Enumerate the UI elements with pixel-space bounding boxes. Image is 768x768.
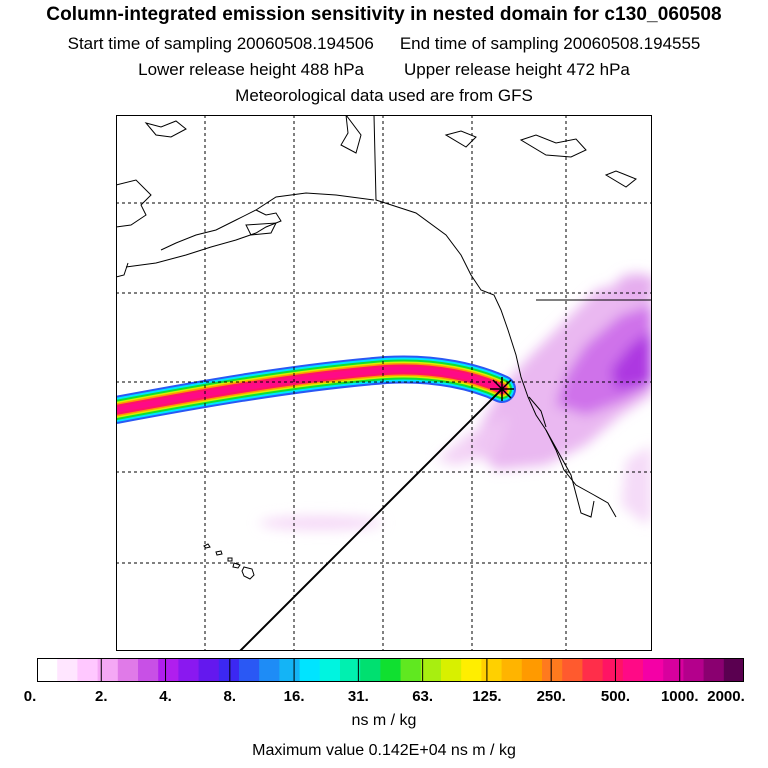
colorbar-swatch [198, 658, 220, 682]
colorbar [37, 658, 744, 682]
colorbar-swatch [218, 658, 240, 682]
colorbar-tick-label: 125. [472, 688, 502, 705]
colorbar-tick-label: 31. [347, 688, 369, 705]
maximum-value-label: Maximum value 0.142E+04 ns m / kg [252, 742, 516, 759]
colorbar-swatch [582, 658, 604, 682]
colorbar-swatch [643, 658, 664, 682]
colorbar-swatch [77, 658, 99, 682]
colorbar-swatch [37, 658, 58, 682]
coastlines [116, 115, 652, 518]
colorbar-swatch [461, 658, 482, 682]
release-point-marker [490, 377, 514, 401]
colorbar-tick-label: 16. [283, 688, 305, 705]
colorbar-swatch [319, 658, 341, 682]
colorbar-swatch [663, 658, 684, 682]
colorbar-tick-label: 500. [600, 688, 631, 705]
colorbar-swatch [481, 658, 503, 682]
colorbar-swatch [723, 658, 744, 682]
colorbar-swatch [138, 658, 159, 682]
colorbar-swatch [703, 658, 725, 682]
colorbar-swatch [622, 658, 644, 682]
colorbar-swatch [279, 658, 301, 682]
colorbar-tick-label: 0. [23, 688, 37, 705]
graticule [116, 115, 652, 651]
colorbar-swatch [562, 658, 583, 682]
colorbar-swatch [602, 658, 624, 682]
colorbar-swatch [380, 658, 402, 682]
release-heights: Lower release height 488 hPa Upper releas… [0, 60, 768, 80]
colorbar-frame [37, 658, 744, 682]
colorbar-swatch [683, 658, 705, 682]
colorbar-tick-label: 4. [159, 688, 172, 705]
sampling-times: Start time of sampling 20060508.194506 En… [0, 34, 768, 54]
colorbar-swatch [542, 658, 563, 682]
colorbar-swatch [178, 658, 200, 682]
colorbar-swatch [521, 658, 543, 682]
colorbar-swatch [97, 658, 119, 682]
sensitivity-field [259, 273, 652, 530]
trajectory-band [116, 355, 516, 424]
colorbar-swatch [158, 658, 179, 682]
colorbar-tick-label: 250. [536, 688, 566, 705]
chart-title: Column-integrated emission sensitivity i… [46, 4, 722, 25]
colorbar-swatch [441, 658, 462, 682]
colorbar-tick-label: 63. [412, 688, 434, 705]
colorbar-swatch [400, 658, 422, 682]
start-time-label: Start time of sampling 20060508.194506 [67, 34, 374, 53]
sampling-leg-line [239, 388, 503, 651]
colorbar-swatch [299, 658, 321, 682]
colorbar-swatch [259, 658, 280, 682]
upper-release-label: Upper release height 472 hPa [404, 60, 630, 79]
hawaiian-islands [203, 543, 255, 580]
emission-sensitivity-map [116, 115, 652, 651]
colorbar-units: ns m / kg [351, 712, 417, 729]
colorbar-tick-label: 2. [95, 688, 108, 705]
colorbar-swatch [239, 658, 260, 682]
colorbar-tick-label: 1000. [660, 688, 699, 705]
colorbar-swatch [420, 658, 442, 682]
colorbar-tick-label: 2000. [707, 688, 745, 705]
colorbar-swatch [501, 658, 523, 682]
colorbar-tick-label: 8. [223, 688, 237, 705]
met-data-label: Meteorological data used are from GFS [235, 86, 533, 105]
colorbar-swatch [117, 658, 139, 682]
lower-release-label: Lower release height 488 hPa [138, 60, 364, 79]
colorbar-swatch [340, 658, 361, 682]
end-time-label: End time of sampling 20060508.194555 [399, 34, 701, 53]
map-frame [116, 115, 652, 651]
colorbar-swatch [57, 658, 78, 682]
colorbar-swatch [360, 658, 381, 682]
